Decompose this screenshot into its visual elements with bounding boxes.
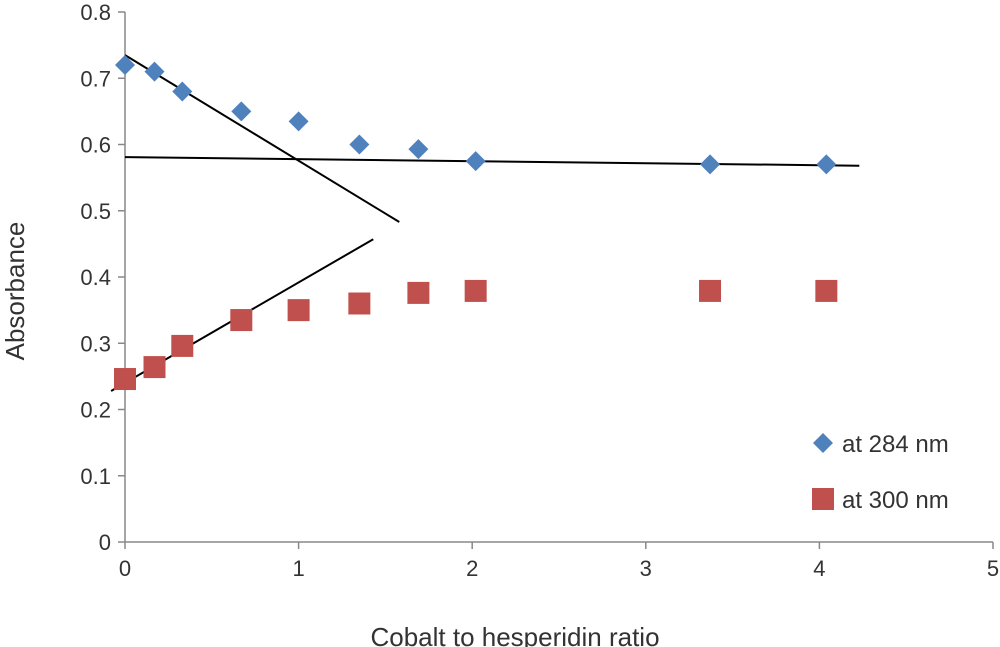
legend-label: at 284 nm [842,431,949,458]
trendlines [110,54,860,392]
axes: 0 0.1 0.2 0.3 0.4 0.5 0.6 0.7 0.8 0 1 2 3 4 5 [80,0,999,581]
data-point-300nm [464,279,487,302]
data-point-284nm [816,154,837,175]
data-point-300nm [407,281,430,304]
data-point-284nm [115,55,135,75]
y-tick-label: 0.8 [80,0,111,25]
data-point-300nm [348,292,371,315]
x-axis-title: Cobalt to hesperidin ratio [370,622,659,647]
data-point-284nm [700,154,721,175]
data-point-284nm [144,61,165,82]
data-point-300nm [114,368,136,391]
x-tick-label: 4 [813,556,825,581]
trendline [124,156,860,167]
data-point-300nm [171,334,194,357]
y-tick-label: 0.3 [80,331,111,356]
y-axis-title: Absorbance [0,222,30,361]
y-tick-label: 0.2 [80,398,111,423]
data-point-284nm [349,134,370,155]
legend-square-icon [812,488,834,510]
legend: at 284 nm at 300 nm [812,431,949,514]
data-point-284nm [465,151,486,172]
data-point-284nm [288,111,309,132]
data-point-300nm [143,356,166,379]
legend-label: at 300 nm [842,487,949,514]
x-tick-label: 5 [987,556,999,581]
data-point-300nm [230,309,253,332]
data-points [114,55,838,391]
x-tick-label: 2 [466,556,478,581]
y-tick-label: 0.1 [80,464,111,489]
data-point-300nm [815,279,838,302]
y-tick-label: 0.6 [80,133,111,158]
y-tick-label: 0.5 [80,199,111,224]
data-point-284nm [172,81,193,102]
trendline [124,54,400,223]
data-point-284nm [231,101,252,122]
y-tick-label: 0.7 [80,66,111,91]
x-tick-label: 3 [640,556,652,581]
y-tick-label: 0.4 [80,265,111,290]
data-point-300nm [287,299,310,322]
legend-diamond-icon [813,433,833,453]
y-tick-label: 0 [99,530,111,555]
x-tick-label: 1 [292,556,304,581]
data-point-284nm [408,139,429,160]
data-point-300nm [699,279,722,302]
x-tick-label: 0 [119,556,131,581]
